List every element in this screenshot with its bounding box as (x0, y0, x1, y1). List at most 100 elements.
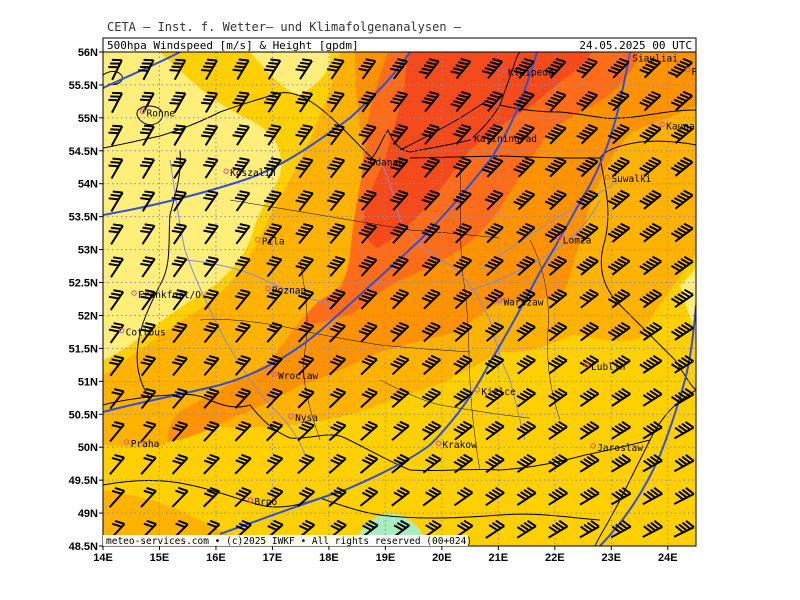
wind-barb (265, 453, 284, 475)
wind-barb (607, 90, 630, 112)
city-marker (625, 53, 631, 60)
wind-barb (140, 223, 156, 245)
wind-barb (297, 453, 315, 475)
city-markers: Klaipeda Siauliai Panevezys Kaunas Ronne Kali… (118, 53, 696, 508)
wind-barb (232, 157, 251, 179)
wind-barb (203, 453, 220, 475)
wind-barb (328, 453, 347, 475)
wind-barb (234, 223, 251, 245)
wind-barb (611, 354, 631, 375)
wind-barb (673, 454, 695, 473)
wind-barb (579, 420, 600, 440)
wind-barb (516, 255, 536, 277)
wind-barb (234, 387, 252, 409)
wind-barb (390, 157, 409, 179)
y-tick-label: 52.5N (69, 278, 98, 290)
wind-barb (670, 156, 694, 177)
wind-barb (295, 58, 313, 80)
city-marker (271, 371, 277, 377)
wind-barb (516, 453, 537, 474)
wind-barb (390, 189, 409, 211)
ronne-island (136, 105, 164, 126)
wind-barb (673, 520, 695, 538)
wind-barb (670, 90, 693, 112)
city-marker (604, 174, 611, 180)
wind-barb (422, 453, 442, 474)
border-lithuania (499, 104, 696, 119)
city-marker (265, 285, 271, 292)
city-marker (223, 168, 229, 174)
wind-barb (326, 157, 346, 179)
wind-barb (391, 453, 410, 474)
wind-barb (485, 519, 505, 539)
wind-barb (108, 91, 123, 114)
wind-barb (642, 453, 663, 473)
wind-barb (421, 189, 441, 211)
wind-barb (328, 354, 347, 376)
city-label: Gdansk (370, 158, 405, 169)
city-label: Kielce (481, 387, 516, 398)
wind-barb (453, 156, 472, 178)
geography (103, 52, 696, 546)
wind-barb (171, 322, 188, 344)
x-tick-label: 22E (545, 552, 565, 564)
wind-barb (138, 58, 155, 81)
wind-barb (670, 321, 694, 341)
wind-barbs (108, 57, 695, 541)
wind-barb (108, 289, 125, 311)
wind-barb (359, 486, 379, 507)
wind-barb (484, 321, 505, 342)
wind-barb (670, 354, 694, 374)
wind-barb (421, 387, 442, 408)
wind-barb (263, 124, 282, 146)
wind-barb (295, 91, 314, 113)
wind-barb (421, 321, 441, 343)
city-label: Koszalin (230, 168, 276, 179)
wind-barb (642, 420, 663, 440)
wind-barb (639, 57, 662, 79)
wind-barb (358, 91, 377, 113)
wind-barb (513, 57, 535, 79)
x-tick-label: 24E (658, 552, 678, 564)
wind-barb (234, 190, 251, 212)
footer-box (103, 535, 468, 546)
wind-barb (607, 123, 630, 145)
wind-barb (235, 289, 251, 311)
wind-barb (544, 123, 567, 145)
wind-barb (390, 124, 409, 146)
wind-barb (421, 156, 441, 178)
wind-barb (265, 519, 284, 540)
city-label: Suwalki (611, 174, 651, 185)
height-contour-5 (599, 304, 696, 546)
wind-barb (202, 486, 221, 508)
wind-barb (140, 453, 157, 475)
city-marker (590, 443, 596, 449)
wind-barb (639, 255, 662, 276)
wind-barb (327, 223, 346, 245)
wind-barb (140, 190, 156, 212)
city-marker (118, 327, 125, 334)
wind-barb (484, 255, 504, 277)
wind-barb (481, 90, 504, 112)
wind-barb (576, 123, 599, 145)
wind-barb (639, 222, 662, 243)
wind-barb (171, 256, 188, 278)
x-tick-label: 21E (489, 552, 509, 564)
city-label: Klaipeda (508, 67, 554, 78)
wind-barb (547, 321, 568, 342)
wind-barb (297, 387, 315, 409)
wind-barb (139, 91, 155, 114)
x-tick-label: 23E (601, 552, 621, 564)
wind-barb (485, 486, 505, 507)
wind-barb (513, 156, 535, 178)
wind-barb (171, 420, 189, 442)
wind-barb (266, 289, 283, 311)
wind-barb (358, 222, 378, 244)
x-tick-label: 20E (432, 552, 452, 564)
x-tick-label: 14E (93, 552, 113, 564)
wind-barb (360, 420, 378, 442)
wind-barb (548, 486, 568, 506)
wind-barb (329, 321, 346, 343)
wind-barb (140, 355, 157, 377)
wind-barb (579, 354, 600, 375)
